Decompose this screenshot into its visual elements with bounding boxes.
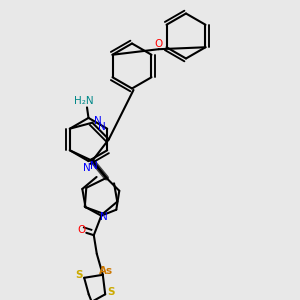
Text: N: N [100, 212, 108, 222]
Text: O: O [154, 39, 163, 49]
Text: N: N [98, 122, 106, 132]
Text: S: S [75, 270, 82, 280]
Text: O: O [78, 225, 86, 236]
Text: H₂N: H₂N [74, 96, 94, 106]
Text: N: N [90, 161, 98, 171]
Text: N: N [83, 163, 91, 173]
Text: As: As [99, 266, 113, 276]
Text: N: N [94, 116, 102, 126]
Text: S: S [107, 287, 115, 297]
